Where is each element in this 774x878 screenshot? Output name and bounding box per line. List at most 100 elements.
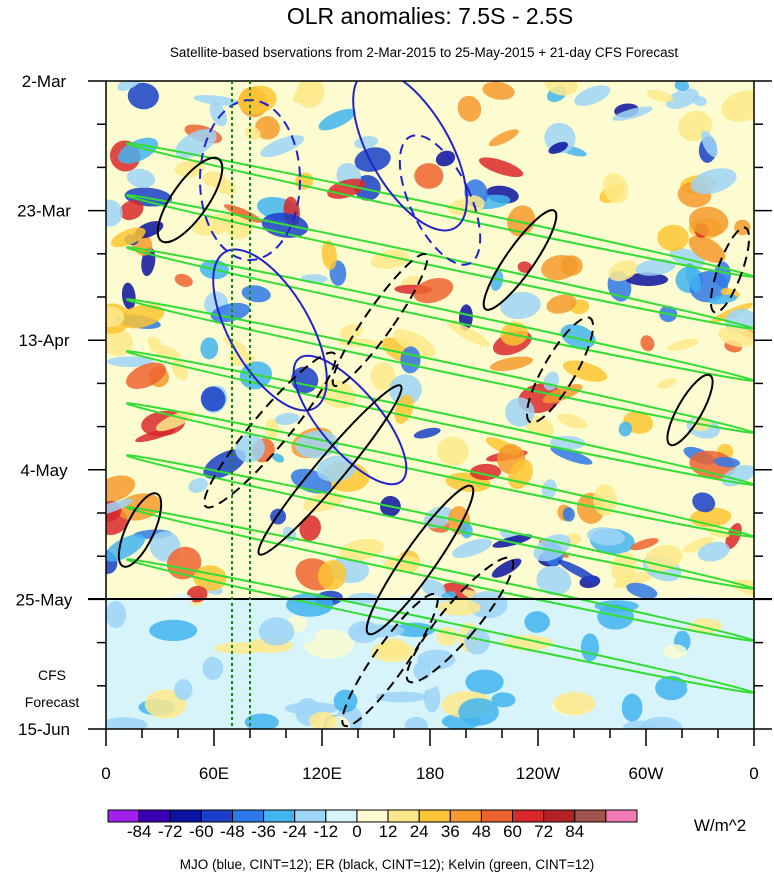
anomaly-blob (375, 691, 427, 703)
anomaly-blob (413, 277, 454, 304)
colorbar-label: 12 (379, 822, 398, 841)
anomaly-blob (265, 418, 279, 439)
colorbar: -84 -72 -60 -48 -36 -24 -12 0 12 24 36 48 60 72 84 (107, 809, 638, 841)
anomaly-blob (524, 415, 554, 437)
anomaly-blob (200, 386, 226, 412)
anomaly-blob (237, 85, 277, 115)
anomaly-blob (107, 356, 154, 368)
colorbar-swatch (231, 809, 265, 823)
colorbar-unit: W/m^2 (694, 816, 746, 835)
anomaly-blob (482, 81, 515, 100)
colorbar-swatch (449, 809, 482, 823)
anomaly-blob (106, 199, 123, 227)
anomaly-blob (608, 260, 638, 282)
x-tick-label: 120W (516, 764, 560, 783)
anomaly-blob (106, 475, 136, 502)
anomaly-blob (466, 195, 485, 207)
contour-line (212, 248, 328, 412)
anomaly-field (106, 81, 754, 729)
contour-legend: MJO (blue, CINT=12); ER (black, CINT=12)… (180, 857, 595, 872)
anomaly-blob (244, 126, 261, 140)
anomaly-blob (682, 536, 714, 553)
anomaly-blob (612, 106, 653, 121)
anomaly-blob (626, 582, 658, 599)
anomaly-blob (621, 693, 643, 722)
anomaly-blob (202, 656, 224, 681)
colorbar-swatch (543, 809, 576, 823)
anomaly-blob (544, 122, 576, 154)
colorbar-swatch (356, 809, 389, 823)
anomaly-blob (135, 428, 175, 443)
colorbar-label: -48 (220, 822, 245, 841)
contour-line (125, 246, 754, 382)
anomaly-blob (563, 360, 608, 382)
colorbar-label: -84 (127, 822, 152, 841)
contour-line (331, 252, 429, 388)
anomaly-blob (701, 130, 718, 158)
anomaly-blob (491, 692, 516, 708)
anomaly-blob (200, 337, 219, 360)
anomaly-blob (465, 669, 504, 695)
anomaly-blob (255, 116, 280, 140)
colorbar-swatch (200, 809, 233, 823)
anomaly-blob (347, 620, 381, 644)
contour-line (125, 142, 754, 278)
anomaly-blob (625, 272, 669, 287)
colorbar-swatch (138, 809, 171, 823)
anomaly-blob (370, 362, 396, 391)
anomaly-blob (437, 599, 481, 616)
anomaly-blob (574, 85, 611, 106)
colorbar-label: 0 (352, 822, 361, 841)
x-tick-label: 60W (629, 764, 664, 783)
contour-line (117, 492, 163, 568)
anomaly-blob (258, 617, 295, 646)
anomaly-blob (725, 523, 742, 550)
anomaly-blob (437, 436, 469, 466)
anomaly-blob (193, 95, 241, 106)
anomaly-blob (309, 711, 337, 729)
anomaly-blob (639, 612, 695, 631)
forecast-label-line2: Forecast (25, 694, 80, 710)
anomaly-blob (457, 95, 482, 122)
anomaly-blob (697, 541, 730, 562)
anomaly-blob (318, 379, 356, 409)
anomaly-blob (274, 412, 300, 425)
anomaly-blob (377, 638, 409, 659)
anomaly-blob (175, 129, 217, 159)
contour-line (709, 226, 751, 314)
anomaly-blob (500, 291, 541, 320)
anomaly-blob (692, 492, 716, 513)
anomaly-blob (117, 81, 142, 91)
anomaly-blob (618, 421, 632, 437)
y-axis: 2-Mar 23-Mar 13-Apr 4-May 25-May 15-Jun (16, 72, 772, 739)
anomaly-blob (630, 538, 659, 551)
anomaly-blob (155, 410, 195, 432)
anomaly-blob (299, 515, 321, 541)
y-tick-label: 25-May (16, 590, 73, 609)
anomaly-blob (667, 338, 699, 351)
colorbar-swatch (294, 809, 327, 823)
anomaly-blob (550, 446, 593, 465)
anomaly-blob (622, 720, 657, 729)
anomaly-blob (655, 675, 688, 701)
anomaly-blob (121, 282, 136, 310)
anomaly-blob (423, 683, 441, 713)
contour-line (482, 209, 558, 311)
anomaly-blob (546, 294, 577, 314)
anomaly-blob (117, 304, 165, 329)
anomaly-blob (718, 326, 754, 348)
anomaly-blob (436, 627, 458, 646)
anomaly-blob (106, 601, 127, 629)
contour-line (125, 194, 754, 330)
contour-line (365, 484, 475, 636)
anomaly-blob (188, 477, 208, 493)
anomaly-blob (692, 95, 707, 107)
anomaly-blob (685, 263, 701, 293)
y-tick-label: 13-Apr (18, 331, 69, 350)
colorbar-swatch (480, 809, 514, 823)
forecast-label-line1: CFS (38, 667, 66, 683)
anomaly-blob (478, 157, 524, 177)
anomaly-blob (657, 224, 689, 252)
contour-line (125, 350, 754, 486)
